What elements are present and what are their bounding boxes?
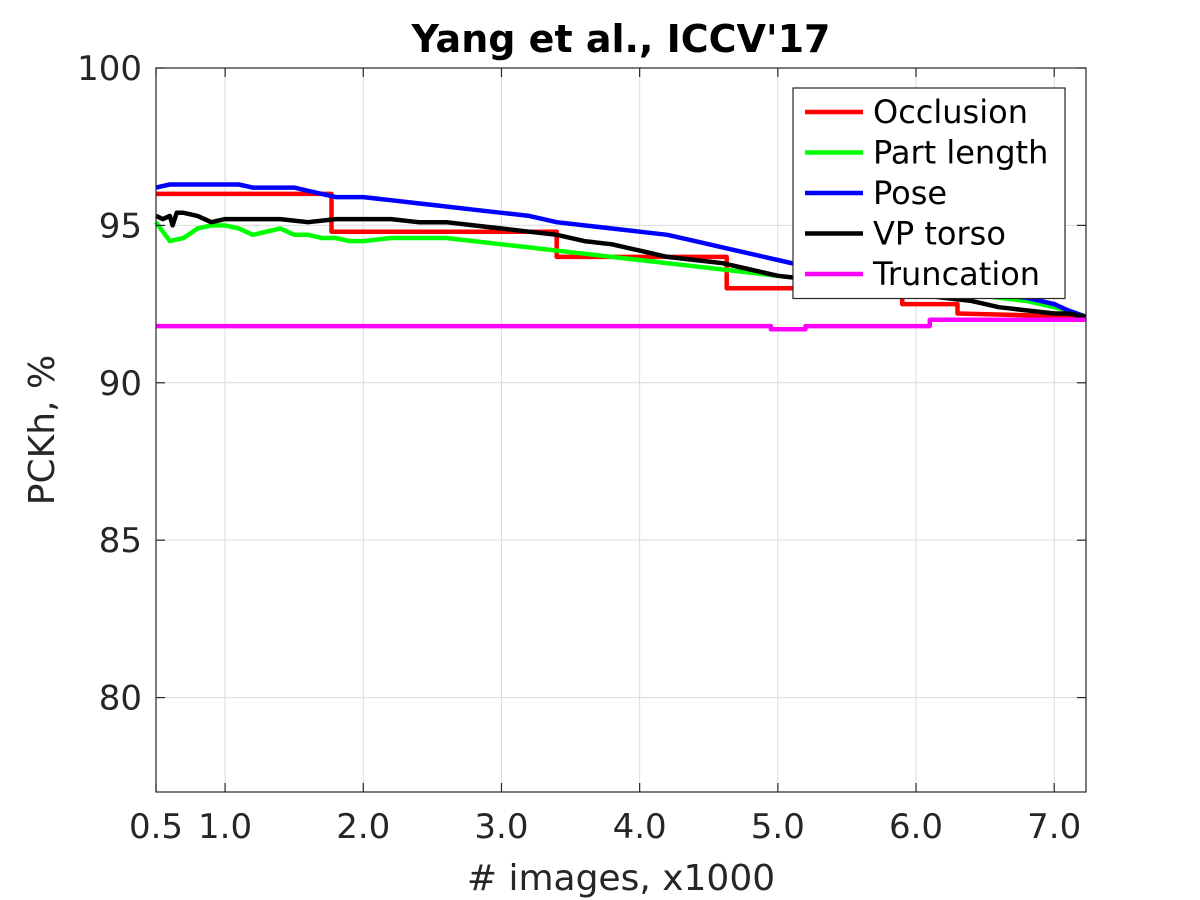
y-axis-label: PCKh, % <box>22 355 63 505</box>
series-line-occlusion <box>156 191 1087 319</box>
x-tick-label: 6.0 <box>889 807 943 847</box>
x-tick-label: 3.0 <box>474 807 528 847</box>
legend-label: VP torso <box>873 215 1006 253</box>
y-tick-label: 85 <box>99 521 142 561</box>
x-tick-label: 1.0 <box>198 807 252 847</box>
plot-area-frame <box>155 67 1087 793</box>
y-tick-label: 100 <box>77 49 142 89</box>
x-tick-label: 4.0 <box>613 807 667 847</box>
series-line-truncation <box>156 317 1086 332</box>
y-tick-label: 80 <box>99 679 142 719</box>
x-tick-label: 0.5 <box>129 807 183 847</box>
x-axis-label: # images, x1000 <box>467 858 775 899</box>
x-tick-label: 7.0 <box>1027 807 1081 847</box>
legend-label: Truncation <box>872 255 1040 293</box>
axis-ticks: 0.5 1.0 2.0 3.0 4.0 5.0 6.0 7.0 80 85 90 95 100 <box>77 49 1086 847</box>
y-tick-label: 95 <box>99 206 142 246</box>
legend-label: Occlusion <box>873 93 1028 131</box>
chart-title: Yang et al., ICCV'17 <box>411 17 831 61</box>
x-tick-label: 2.0 <box>336 807 390 847</box>
legend-label: Pose <box>873 174 947 212</box>
y-tick-label: 90 <box>99 364 142 404</box>
legend-label: Part length <box>873 134 1048 172</box>
x-tick-label: 5.0 <box>751 807 805 847</box>
